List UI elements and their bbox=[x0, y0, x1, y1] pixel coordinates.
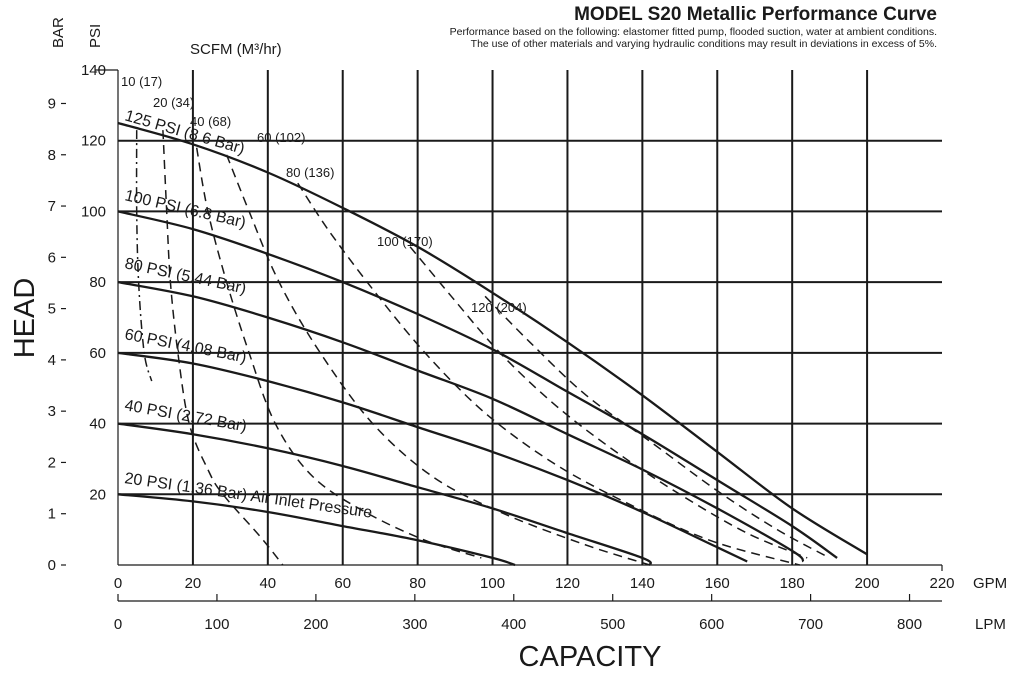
gpm-tick-label: 220 bbox=[929, 575, 954, 592]
lpm-tick-label: 800 bbox=[897, 616, 922, 633]
chart-title: MODEL S20 Metallic Performance Curve bbox=[574, 4, 937, 25]
chart-subtitle-line-2: The use of other materials and varying h… bbox=[471, 38, 937, 50]
bar-axis-unit: BAR bbox=[50, 17, 67, 48]
bar-tick-label: 3 bbox=[48, 403, 56, 420]
air-consumption-lines bbox=[135, 130, 830, 566]
gpm-tick-label: 0 bbox=[114, 575, 122, 592]
lpm-tick-label: 500 bbox=[600, 616, 625, 633]
psi-axis-unit: PSI bbox=[87, 24, 104, 48]
gpm-tick-label: 120 bbox=[555, 575, 580, 592]
lpm-tick-label: 0 bbox=[114, 616, 122, 633]
bar-tick-label: 4 bbox=[48, 352, 56, 369]
air-line-label: 120 (204) bbox=[471, 300, 527, 315]
bar-tick-label: 7 bbox=[48, 198, 56, 215]
bar-tick-label: 2 bbox=[48, 454, 56, 471]
air-line-2 bbox=[162, 130, 284, 566]
pressure-curve-label: 20 PSI (1.36 Bar) Air Inlet Pressure bbox=[123, 470, 373, 522]
air-line-7 bbox=[484, 295, 830, 559]
gpm-tick-label: 20 bbox=[185, 575, 202, 592]
psi-tick-label: 20 bbox=[89, 486, 106, 503]
chart-subtitle-line-1: Performance based on the following: elas… bbox=[450, 26, 937, 38]
bar-tick-label: 1 bbox=[48, 506, 56, 523]
bar-tick-label: 5 bbox=[48, 301, 56, 318]
y-axis-title: HEAD bbox=[9, 278, 41, 359]
lpm-tick-label: 600 bbox=[699, 616, 724, 633]
pressure-curves bbox=[117, 121, 868, 567]
psi-tick-label: 140 bbox=[81, 62, 106, 79]
bar-tick-label: 8 bbox=[48, 147, 56, 164]
bar-tick-label: 6 bbox=[48, 249, 56, 266]
pressure-curve-3 bbox=[117, 280, 805, 563]
air-line-3 bbox=[195, 147, 482, 559]
scfm-unit-label: SCFM (M³/hr) bbox=[190, 41, 282, 58]
air-line-label: 40 (68) bbox=[190, 114, 231, 129]
gpm-tick-label: 160 bbox=[705, 575, 730, 592]
lpm-tick-label: 400 bbox=[501, 616, 526, 633]
pressure-curve-4 bbox=[117, 351, 748, 563]
pressure-curve-6 bbox=[117, 493, 516, 567]
gpm-tick-label: 60 bbox=[334, 575, 351, 592]
psi-tick-label: 100 bbox=[81, 203, 106, 220]
gpm-tick-label: 200 bbox=[855, 575, 880, 592]
pressure-curve-1 bbox=[117, 121, 868, 556]
air-line-5 bbox=[297, 182, 800, 566]
air-line-4 bbox=[225, 154, 651, 566]
psi-tick-label: 80 bbox=[89, 274, 106, 291]
bar-tick-label: 0 bbox=[48, 557, 56, 574]
air-line-label: 20 (34) bbox=[153, 95, 194, 110]
grid bbox=[118, 70, 942, 565]
gpm-tick-label: 140 bbox=[630, 575, 655, 592]
air-line-1 bbox=[135, 130, 153, 382]
lpm-tick-label: 200 bbox=[303, 616, 328, 633]
pressure-curve-label: 80 PSI (5.44 Bar) bbox=[123, 255, 247, 297]
gpm-tick-label: 100 bbox=[480, 575, 505, 592]
air-line-label: 100 (170) bbox=[377, 234, 433, 249]
pressure-curve-5 bbox=[117, 422, 652, 566]
lpm-tick-label: 700 bbox=[798, 616, 823, 633]
air-line-label: 60 (102) bbox=[257, 130, 305, 145]
gpm-axis-unit: GPM bbox=[973, 575, 1007, 592]
lpm-tick-label: 300 bbox=[402, 616, 427, 633]
psi-tick-label: 40 bbox=[89, 416, 106, 433]
psi-tick-label: 120 bbox=[81, 133, 106, 150]
psi-tick-label: 60 bbox=[89, 345, 106, 362]
air-line-6 bbox=[409, 246, 808, 559]
pressure-curve-label: 60 PSI (4.08 Bar) bbox=[123, 326, 248, 366]
pressure-curve-2 bbox=[117, 210, 838, 559]
gpm-tick-label: 40 bbox=[259, 575, 276, 592]
x-axis-title: CAPACITY bbox=[519, 641, 662, 673]
bar-tick-label: 9 bbox=[48, 95, 56, 112]
pressure-curve-label: 100 PSI (6.8 Bar) bbox=[123, 187, 247, 231]
gpm-tick-label: 80 bbox=[409, 575, 426, 592]
air-line-label: 80 (136) bbox=[286, 165, 334, 180]
air-line-label: 10 (17) bbox=[121, 74, 162, 89]
lpm-axis-unit: LPM bbox=[975, 616, 1006, 633]
gpm-tick-label: 180 bbox=[780, 575, 805, 592]
lpm-tick-label: 100 bbox=[204, 616, 229, 633]
